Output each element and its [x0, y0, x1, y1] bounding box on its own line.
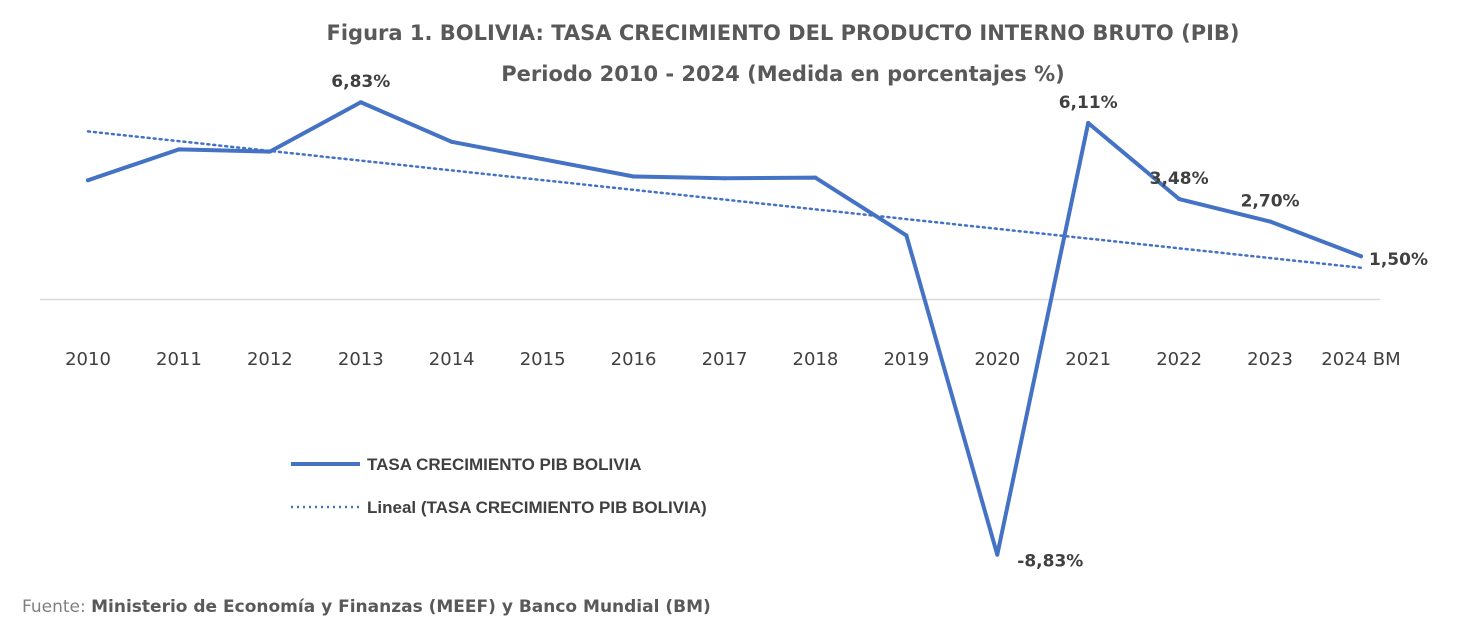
x-tick-label: 2011	[156, 349, 202, 370]
data-point	[540, 157, 545, 162]
data-label: 2,70%	[1241, 192, 1300, 212]
data-point	[813, 175, 818, 180]
data-point	[267, 149, 272, 154]
data-point	[86, 178, 90, 183]
source-text: Ministerio de Economía y Finanzas (MEEF)…	[91, 597, 711, 617]
data-label: 6,11%	[1059, 93, 1118, 113]
data-point	[1268, 219, 1273, 224]
data-point	[1359, 254, 1363, 259]
data-label: 6,83%	[331, 72, 390, 92]
x-tick-label: 2016	[611, 349, 657, 370]
x-tick-label: 2017	[702, 349, 748, 370]
data-point	[904, 233, 909, 238]
legend-label-series: TASA CRECIMIENTO PIB BOLIVIA	[367, 455, 642, 474]
x-tick-label: 2012	[247, 349, 293, 370]
x-tick-label: 2015	[520, 349, 566, 370]
x-tick-label: 2023	[1247, 349, 1293, 370]
x-tick-label: 2020	[974, 349, 1020, 370]
trendline	[86, 130, 1363, 270]
data-point	[449, 139, 454, 144]
axis-layer: 2010 2011 2012 2013 2014 2015 2016 2017 2018 2019…	[40, 298, 1401, 370]
data-point	[358, 100, 363, 105]
data-label: 3,48%	[1150, 169, 1209, 189]
x-tick-label: 2019	[883, 349, 929, 370]
chart-title: Figura 1. BOLIVIA: TASA CRECIMIENTO DEL …	[327, 21, 1240, 45]
source-prefix: Fuente:	[22, 597, 91, 617]
x-tick-label: 2018	[793, 349, 839, 370]
legend: TASA CRECIMIENTO PIB BOLIVIA Lineal (TAS…	[291, 455, 707, 517]
data-point	[995, 552, 1000, 557]
data-point	[1177, 197, 1182, 202]
x-tick-label: 2022	[1156, 349, 1202, 370]
data-point	[722, 176, 727, 181]
legend-label-trendline: Lineal (TASA CRECIMIENTO PIB BOLIVIA)	[367, 498, 707, 517]
source-note: Fuente: Ministerio de Economía y Finanza…	[22, 597, 711, 617]
data-point	[176, 147, 181, 152]
data-label: 1,50%	[1369, 250, 1428, 270]
chart-subtitle: Periodo 2010 - 2024 (Medida en porcentaj…	[501, 62, 1064, 86]
x-tick-label: 2010	[65, 349, 111, 370]
x-tick-label: 2021	[1065, 349, 1111, 370]
data-point	[1086, 121, 1091, 126]
data-label: -8,83%	[1017, 552, 1083, 572]
x-tick-label: 2024 BM	[1321, 349, 1400, 370]
x-tick-label: 2014	[429, 349, 475, 370]
x-tick-label: 2013	[338, 349, 384, 370]
data-label-layer: 6,83% -8,83% 6,11% 3,48% 2,70% 1,50%	[331, 72, 1428, 571]
data-point	[631, 174, 636, 179]
trendline-layer	[86, 130, 1363, 270]
series-layer	[86, 100, 1363, 557]
